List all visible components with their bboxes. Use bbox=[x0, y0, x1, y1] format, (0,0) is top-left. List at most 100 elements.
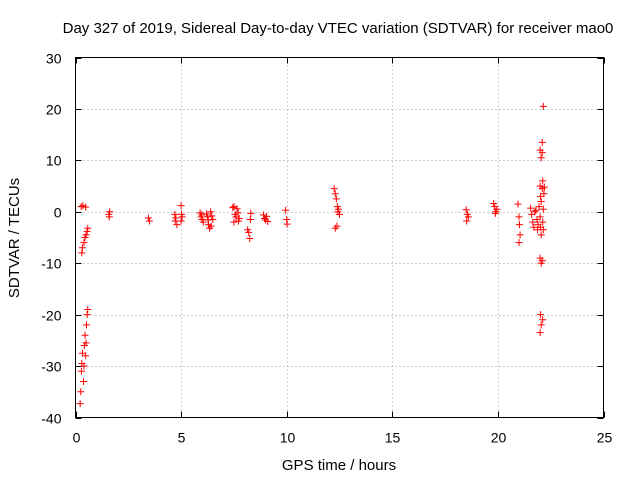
data-point-marker bbox=[264, 218, 272, 226]
y-axis-title: SDTVAR / TECUs bbox=[6, 178, 23, 298]
data-point-marker bbox=[77, 203, 85, 211]
data-point-marker bbox=[83, 311, 91, 319]
data-point-marker bbox=[539, 177, 547, 185]
data-point-marker bbox=[207, 222, 215, 230]
data-point-marker bbox=[536, 213, 544, 221]
y-tick-labels: -40 -30 -20 -10 0 10 20 30 bbox=[41, 51, 61, 427]
data-point-marker bbox=[235, 217, 243, 225]
data-point-marker bbox=[199, 218, 207, 226]
x-tick-label: 20 bbox=[491, 430, 507, 446]
plot-frame bbox=[75, 57, 604, 418]
data-point-marker bbox=[464, 213, 472, 221]
data-point-marker bbox=[247, 209, 255, 217]
data-point-marker bbox=[538, 257, 546, 265]
data-point-marker bbox=[537, 231, 545, 239]
data-point-marker bbox=[82, 352, 90, 360]
data-point-marker bbox=[77, 367, 85, 375]
data-point-marker bbox=[259, 211, 267, 219]
data-point-marker bbox=[78, 244, 86, 252]
data-point-marker bbox=[515, 221, 523, 229]
data-point-marker bbox=[144, 214, 152, 222]
x-tick-label: 25 bbox=[597, 430, 613, 446]
y-tick-label: -30 bbox=[41, 359, 61, 375]
data-point-marker bbox=[462, 206, 470, 214]
data-point-marker bbox=[246, 235, 254, 243]
y-tick-label: -10 bbox=[41, 256, 61, 272]
data-point-marker bbox=[145, 217, 153, 225]
data-point-marker bbox=[334, 208, 342, 216]
data-point-marker bbox=[82, 321, 90, 329]
data-point-marker bbox=[80, 239, 88, 247]
data-point-marker bbox=[539, 102, 547, 110]
data-point-marker bbox=[538, 149, 546, 157]
data-point-marker bbox=[208, 212, 216, 220]
data-point-marker bbox=[77, 388, 85, 396]
data-point-marker bbox=[283, 220, 291, 228]
data-point-marker bbox=[540, 183, 548, 191]
data-point-marker bbox=[515, 213, 523, 221]
data-points bbox=[76, 102, 548, 408]
data-point-marker bbox=[463, 217, 471, 225]
data-point-marker bbox=[491, 209, 499, 217]
data-point-marker bbox=[530, 223, 538, 231]
data-point-marker bbox=[171, 217, 179, 225]
data-point-marker bbox=[539, 205, 547, 213]
data-point-marker bbox=[233, 205, 241, 213]
data-point-marker bbox=[246, 216, 254, 223]
data-point-marker bbox=[538, 138, 546, 146]
data-point-marker bbox=[76, 400, 84, 408]
data-point-marker bbox=[531, 208, 539, 216]
data-point-marker bbox=[537, 311, 545, 319]
chart-title: Day 327 of 2019, Sidereal Day-to-day VTE… bbox=[63, 20, 614, 37]
x-tick-label: 0 bbox=[73, 430, 81, 446]
data-point-marker bbox=[84, 306, 92, 313]
data-point-marker bbox=[105, 210, 113, 218]
y-tick-label: 0 bbox=[54, 205, 62, 221]
data-point-marker bbox=[82, 339, 90, 347]
data-point-marker bbox=[263, 212, 271, 220]
data-point-marker bbox=[527, 204, 535, 212]
data-point-marker bbox=[539, 226, 547, 234]
data-point-marker bbox=[331, 224, 339, 232]
data-point-marker bbox=[515, 239, 523, 247]
data-point-marker bbox=[516, 231, 524, 239]
y-tick-label: 10 bbox=[46, 153, 62, 169]
x-axis-title: GPS time / hours bbox=[282, 457, 396, 474]
data-point-marker bbox=[171, 210, 179, 218]
data-point-marker bbox=[539, 316, 547, 324]
data-point-marker bbox=[535, 203, 543, 211]
data-point-marker bbox=[202, 210, 210, 218]
data-point-marker bbox=[536, 329, 544, 337]
data-point-marker bbox=[282, 206, 290, 214]
data-point-marker bbox=[493, 205, 501, 213]
y-tick-label: 20 bbox=[46, 102, 62, 118]
data-point-marker bbox=[207, 208, 215, 216]
data-point-marker bbox=[537, 321, 545, 329]
data-point-marker bbox=[177, 202, 185, 210]
data-point-marker bbox=[178, 213, 186, 221]
data-point-marker bbox=[230, 218, 238, 226]
y-tick-label: 30 bbox=[46, 51, 62, 67]
data-point-marker bbox=[539, 218, 547, 226]
data-point-marker bbox=[537, 154, 545, 162]
x-tick-label: 5 bbox=[178, 430, 186, 446]
data-point-marker bbox=[331, 190, 339, 198]
data-point-marker bbox=[209, 216, 217, 223]
data-point-marker bbox=[173, 221, 181, 229]
data-point-marker bbox=[540, 190, 548, 198]
data-point-marker bbox=[82, 203, 90, 211]
data-point-marker bbox=[529, 218, 537, 226]
x-tick-label: 10 bbox=[280, 430, 296, 446]
x-tick-label: 15 bbox=[385, 430, 401, 446]
data-point-marker bbox=[332, 195, 340, 203]
data-point-marker bbox=[177, 217, 185, 225]
data-point-marker bbox=[80, 378, 88, 385]
data-point-marker bbox=[532, 206, 540, 214]
data-point-marker bbox=[232, 213, 240, 221]
data-point-marker bbox=[245, 228, 253, 236]
data-point-marker bbox=[80, 362, 88, 370]
y-tick-label: -40 bbox=[41, 411, 61, 427]
data-point-marker bbox=[78, 249, 86, 257]
data-point-marker bbox=[198, 211, 206, 219]
